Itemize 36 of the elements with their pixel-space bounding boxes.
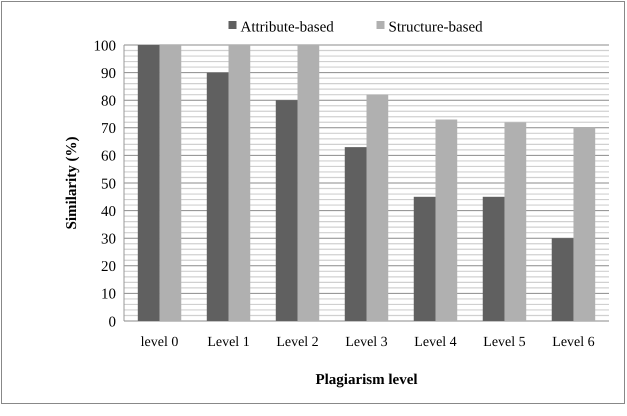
- legend-label: Structure-based: [388, 19, 484, 36]
- bar: [573, 128, 596, 321]
- bar: [366, 94, 388, 321]
- x-tick-label: Level 3: [345, 335, 388, 350]
- y-tick-label: 100: [94, 38, 116, 54]
- bar: [344, 147, 366, 321]
- y-tick-label: 20: [101, 259, 116, 276]
- legend-label: Attribute-based: [240, 19, 334, 36]
- bar: [276, 100, 298, 321]
- y-tick-label: 30: [101, 231, 116, 248]
- bar: [552, 238, 574, 321]
- bar: [414, 196, 436, 321]
- bar: [435, 120, 458, 321]
- y-tick-label: 60: [101, 148, 116, 165]
- y-tick-label: 40: [101, 204, 116, 220]
- bar: [482, 196, 504, 321]
- bar: [138, 45, 160, 321]
- y-tick-label: 10: [101, 286, 116, 303]
- bar: [228, 45, 250, 321]
- y-tick-label: 0: [108, 314, 116, 330]
- x-tick-label: Level 6: [552, 335, 595, 350]
- y-tick-label: 50: [101, 176, 116, 192]
- x-tick-label: Level 4: [414, 335, 457, 350]
- bar: [298, 45, 320, 321]
- x-tick-label: Level 2: [276, 335, 319, 350]
- bar: [206, 72, 229, 321]
- y-tick-label: 70: [101, 121, 116, 138]
- bar: [160, 45, 182, 321]
- y-axis-title: Similarity (%): [64, 136, 80, 230]
- x-tick-label: Level 5: [483, 335, 526, 350]
- bar: [504, 122, 526, 321]
- y-tick-label: 80: [101, 93, 116, 110]
- y-tick-label: 90: [101, 66, 116, 82]
- x-axis-title: Plagiarism level: [315, 372, 418, 388]
- x-tick-label: level 0: [140, 335, 178, 350]
- x-tick-label: Level 1: [207, 335, 250, 350]
